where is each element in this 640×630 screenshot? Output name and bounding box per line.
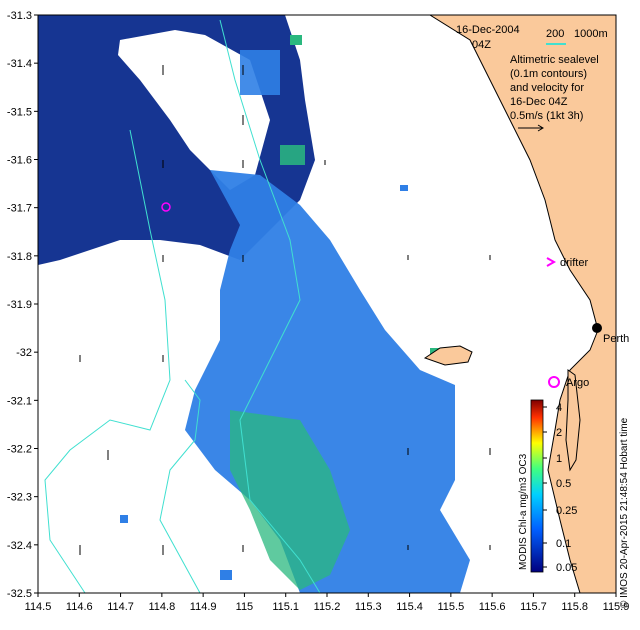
- y-tick-label: -31.3: [7, 10, 32, 22]
- colorbar-tick-label: 0.1: [556, 538, 571, 550]
- y-tick-label: -32: [16, 347, 32, 359]
- header-date: 16-Dec-2004: [456, 24, 520, 36]
- garden-island: [565, 369, 581, 472]
- isobath-200-label: 200: [546, 28, 564, 40]
- perth-label: Perth: [603, 333, 629, 345]
- x-axis: 114.5 114.6 114.7 114.8 114.9 115 115.1 115.2 11…: [25, 593, 630, 613]
- x-tick-label: 115.9: [603, 601, 630, 613]
- header-time: 04Z: [472, 39, 491, 51]
- credit-text: © IMOS 20-Apr-2015 21:48:54 Hobart time: [619, 417, 630, 608]
- x-tick-label: 114.9: [190, 601, 217, 613]
- colorbar-tick-label: 4: [556, 402, 562, 414]
- x-tick-label: 115.4: [396, 601, 423, 613]
- drifter-label: drifter: [560, 257, 588, 269]
- x-tick-label: 114.8: [148, 601, 175, 613]
- colorbar-tick-label: 0.05: [556, 562, 577, 574]
- y-tick-label: -31.6: [7, 155, 32, 167]
- colorbar-ticks: 4 2 1 0.5 0.25 0.1 0.05: [543, 402, 577, 574]
- y-tick-label: -32.5: [7, 588, 32, 600]
- y-tick-label: -32.3: [7, 492, 32, 504]
- colorbar-tick-label: 1: [556, 453, 562, 465]
- argo-label: Argo: [566, 377, 589, 389]
- x-tick-label: 115.5: [437, 601, 464, 613]
- isobath-lines: [44, 19, 321, 594]
- y-tick-label: -32.4: [7, 540, 32, 552]
- colorbar: [530, 399, 544, 573]
- y-tick-label: -32.2: [7, 444, 32, 456]
- y-tick-label: -31.8: [7, 251, 32, 263]
- colorbar-tick-label: 2: [556, 427, 562, 439]
- y-tick-label: -31.7: [7, 203, 32, 215]
- y-tick-label: -31.4: [7, 58, 32, 70]
- legend-line2: (0.1m contours): [510, 68, 587, 80]
- drifter-marker: [546, 257, 557, 267]
- isobath-1000-label: 1000m: [574, 28, 608, 40]
- x-tick-label: 115.2: [314, 601, 341, 613]
- perth-marker: [592, 323, 602, 333]
- legend-line1: Altimetric sealevel: [510, 54, 599, 66]
- colorbar-tick-label: 0.25: [556, 505, 577, 517]
- x-tick-label: 115: [236, 601, 254, 613]
- x-tick-label: 114.6: [66, 601, 93, 613]
- y-tick-label: -31.5: [7, 106, 32, 118]
- x-tick-label: 114.5: [25, 601, 52, 613]
- x-tick-label: 115.3: [355, 601, 382, 613]
- colorbar-tick-label: 0.5: [556, 478, 571, 490]
- x-tick-label: 115.1: [272, 601, 299, 613]
- x-tick-label: 115.7: [520, 601, 547, 613]
- rottnest-island: [423, 345, 473, 366]
- velocity-arrows: [79, 65, 491, 555]
- y-axis: -31.3 -31.4 -31.5 -31.6 -31.7 -31.8 -31.9 -32 -3…: [7, 10, 38, 600]
- y-tick-label: -31.9: [7, 299, 32, 311]
- x-tick-label: 115.8: [561, 601, 588, 613]
- colorbar-title: MODIS Chl-a mg/m3 OC3: [518, 453, 529, 570]
- legend-line5: 0.5m/s (1kt 3h): [510, 110, 583, 122]
- x-tick-label: 114.7: [107, 601, 134, 613]
- argo-float-marker: [161, 202, 171, 212]
- scale-arrow-head: [537, 124, 544, 132]
- x-tick-label: 115.6: [479, 601, 506, 613]
- legend-line3: and velocity for: [510, 82, 584, 94]
- legend-line4: 16-Dec 04Z: [510, 96, 568, 108]
- argo-marker: [548, 376, 560, 388]
- y-tick-label: -32.1: [7, 395, 32, 407]
